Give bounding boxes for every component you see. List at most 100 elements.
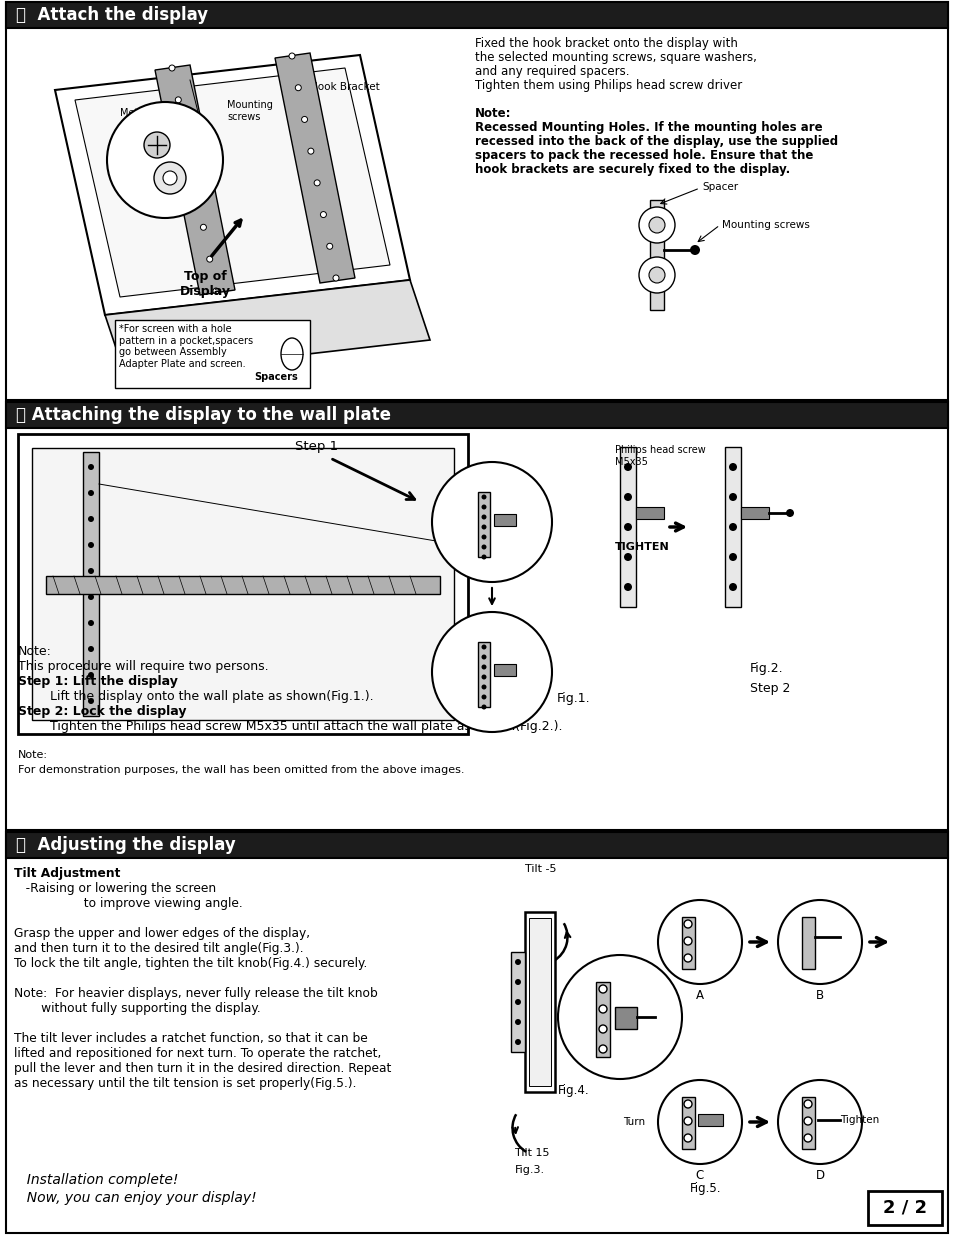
Text: as necessary until the tilt tension is set properly(Fig.5.).: as necessary until the tilt tension is s…: [14, 1077, 356, 1091]
Circle shape: [333, 275, 338, 282]
Text: spacers to pack the recessed hole. Ensure that the: spacers to pack the recessed hole. Ensur…: [475, 149, 813, 162]
Circle shape: [639, 257, 675, 293]
Circle shape: [88, 698, 94, 704]
Text: Fig.5.: Fig.5.: [689, 1182, 720, 1195]
Polygon shape: [105, 280, 430, 375]
Circle shape: [639, 207, 675, 243]
Circle shape: [481, 535, 486, 540]
Circle shape: [728, 463, 737, 471]
Bar: [477, 642, 490, 706]
Bar: [524, 911, 555, 1092]
Circle shape: [144, 132, 170, 158]
Polygon shape: [154, 65, 234, 295]
Bar: [494, 664, 516, 676]
Text: Note:: Note:: [475, 107, 511, 120]
Bar: [6, 2, 947, 400]
Circle shape: [623, 493, 631, 501]
Bar: [801, 918, 814, 969]
Circle shape: [289, 53, 294, 59]
Bar: [6, 403, 947, 830]
Circle shape: [481, 704, 486, 709]
Circle shape: [683, 937, 691, 945]
Circle shape: [481, 694, 486, 699]
Text: Fig.2.: Fig.2.: [749, 662, 782, 676]
Bar: [18, 433, 468, 734]
Text: Spacers: Spacers: [253, 372, 297, 382]
Circle shape: [481, 664, 486, 669]
Text: and then turn it to the desired tilt angle(Fig.3.).: and then turn it to the desired tilt ang…: [14, 942, 303, 955]
Circle shape: [153, 162, 186, 194]
Circle shape: [200, 225, 206, 230]
Circle shape: [728, 522, 737, 531]
Circle shape: [683, 953, 691, 962]
Circle shape: [623, 463, 631, 471]
Bar: [6, 2, 947, 28]
Circle shape: [207, 256, 213, 262]
Text: without fully supporting the display.: without fully supporting the display.: [14, 1002, 260, 1015]
Circle shape: [803, 1100, 811, 1108]
Bar: [83, 452, 99, 716]
Circle shape: [598, 1045, 606, 1053]
Circle shape: [481, 505, 486, 510]
Text: recessed into the back of the display, use the supplied: recessed into the back of the display, u…: [475, 135, 838, 148]
Text: For demonstration purposes, the wall has been omitted from the above images.: For demonstration purposes, the wall has…: [18, 764, 464, 776]
Text: The tilt lever includes a ratchet function, so that it can be: The tilt lever includes a ratchet functi…: [14, 1032, 367, 1045]
Bar: [477, 492, 490, 557]
Bar: [494, 514, 516, 526]
Text: To lock the tilt angle, tighten the tilt knob(Fig.4.) securely.: To lock the tilt angle, tighten the tilt…: [14, 957, 367, 969]
Circle shape: [481, 674, 486, 679]
Text: -Raising or lowering the screen: -Raising or lowering the screen: [14, 882, 216, 895]
Bar: [6, 832, 947, 1233]
Text: Now, you can enjoy your display!: Now, you can enjoy your display!: [18, 1191, 256, 1205]
Text: Metal washer
Ø6: Metal washer Ø6: [120, 107, 186, 130]
Circle shape: [88, 646, 94, 652]
Circle shape: [320, 211, 326, 217]
Circle shape: [728, 553, 737, 561]
Circle shape: [683, 1100, 691, 1108]
Circle shape: [728, 493, 737, 501]
Circle shape: [658, 1079, 741, 1165]
Text: pull the lever and then turn it in the desired direction. Repeat: pull the lever and then turn it in the d…: [14, 1062, 391, 1074]
Text: Step 2: Step 2: [749, 682, 789, 695]
Circle shape: [88, 620, 94, 626]
Text: 2 / 2: 2 / 2: [882, 1199, 926, 1216]
Polygon shape: [75, 68, 390, 296]
Bar: [32, 448, 454, 720]
Circle shape: [326, 243, 333, 249]
Text: Ⓑ  Attach the display: Ⓑ Attach the display: [16, 6, 208, 23]
Text: ⓓ  Adjusting the display: ⓓ Adjusting the display: [16, 836, 235, 853]
Circle shape: [778, 1079, 862, 1165]
Text: Tilt Adjustment: Tilt Adjustment: [14, 867, 120, 881]
Circle shape: [194, 193, 200, 199]
Circle shape: [558, 955, 681, 1079]
Circle shape: [689, 245, 700, 254]
Text: Recessed Mounting Holes. If the mounting holes are: Recessed Mounting Holes. If the mounting…: [475, 121, 821, 135]
Circle shape: [785, 509, 793, 517]
Circle shape: [683, 920, 691, 927]
Text: Fig.4.: Fig.4.: [558, 1084, 589, 1097]
Circle shape: [88, 516, 94, 522]
Bar: [619, 447, 636, 606]
Circle shape: [803, 1134, 811, 1142]
Text: A: A: [696, 989, 703, 1002]
Text: Step 2: Lock the display: Step 2: Lock the display: [18, 705, 186, 718]
Text: Note:  For heavier displays, never fully release the tilt knob: Note: For heavier displays, never fully …: [14, 987, 377, 1000]
Circle shape: [308, 148, 314, 154]
Text: This procedure will require two persons.: This procedure will require two persons.: [18, 659, 269, 673]
Circle shape: [598, 986, 606, 993]
Text: B: B: [815, 989, 823, 1002]
Text: Spacer: Spacer: [701, 182, 738, 191]
Text: Turn: Turn: [622, 1116, 644, 1128]
Circle shape: [432, 462, 552, 582]
Text: *For screen with a hole
pattern in a pocket,spacers
go between Assembly
Adapter : *For screen with a hole pattern in a poc…: [119, 324, 253, 369]
Circle shape: [515, 1019, 520, 1025]
Circle shape: [188, 161, 193, 167]
Bar: [6, 403, 947, 429]
Circle shape: [515, 979, 520, 986]
Circle shape: [163, 170, 177, 185]
Text: lifted and repositioned for next turn. To operate the ratchet,: lifted and repositioned for next turn. T…: [14, 1047, 381, 1060]
Circle shape: [728, 583, 737, 592]
Circle shape: [481, 525, 486, 530]
Text: Ⓜ Attaching the display to the wall plate: Ⓜ Attaching the display to the wall plat…: [16, 406, 391, 424]
Text: Mounting
screws: Mounting screws: [227, 100, 273, 121]
